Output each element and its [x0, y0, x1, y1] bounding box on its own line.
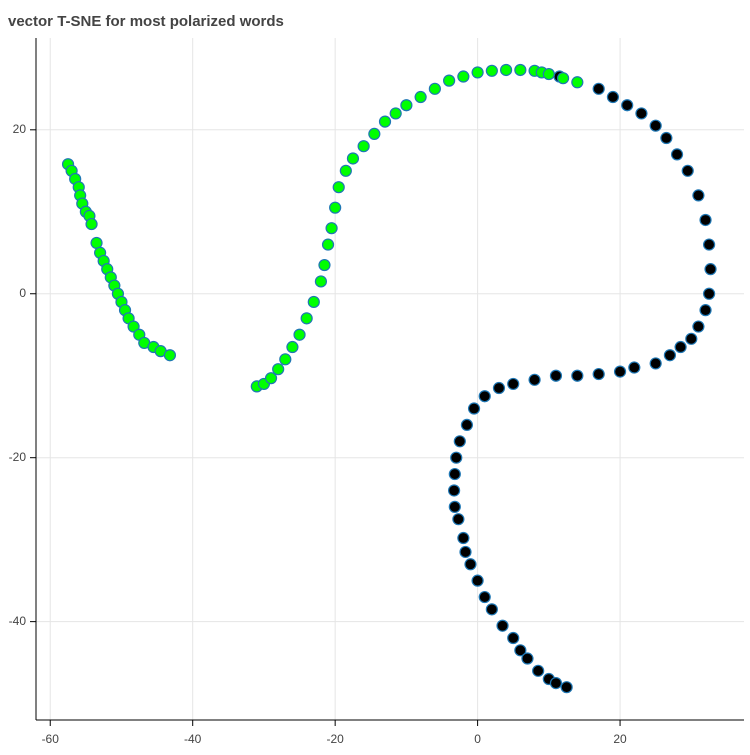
point [692, 189, 705, 202]
x-tick-label: -60 [42, 732, 60, 746]
point [325, 222, 338, 235]
point [286, 340, 299, 354]
point [85, 217, 98, 231]
point [532, 664, 545, 677]
point [378, 115, 392, 128]
point [471, 574, 484, 587]
point [660, 131, 673, 145]
point [621, 99, 634, 112]
x-tick-label: -40 [184, 732, 202, 746]
x-tick-label: -20 [326, 732, 344, 746]
point [542, 67, 555, 81]
point [332, 181, 345, 194]
point [692, 320, 705, 333]
x-tick-label: 0 [474, 732, 481, 746]
point [400, 99, 413, 112]
point [318, 258, 331, 272]
point [448, 500, 461, 513]
y-tick-label: -40 [9, 614, 27, 628]
point [685, 332, 698, 345]
point [649, 119, 662, 132]
point [264, 372, 278, 385]
point [389, 107, 402, 120]
point [127, 320, 140, 333]
point [699, 304, 712, 317]
point [464, 558, 477, 571]
point [339, 164, 352, 177]
point [450, 451, 463, 464]
point [448, 467, 461, 481]
point [457, 70, 470, 83]
point [496, 619, 509, 632]
y-tick-label: 20 [13, 122, 27, 136]
point [613, 365, 627, 378]
point [500, 63, 513, 77]
point [346, 152, 360, 165]
point [521, 652, 534, 665]
point [357, 140, 370, 153]
point [452, 513, 465, 526]
point [163, 349, 177, 362]
point [571, 76, 584, 89]
point [321, 238, 335, 251]
point [307, 295, 320, 309]
point [549, 369, 563, 382]
chart-title: vector T-SNE for most polarized words [8, 13, 284, 30]
point [592, 82, 605, 95]
point [492, 381, 506, 395]
point [649, 357, 662, 370]
point [674, 340, 687, 354]
point [478, 590, 491, 604]
point [478, 390, 491, 403]
point [300, 312, 313, 325]
point [314, 275, 328, 288]
x-tick-label: 20 [613, 732, 627, 746]
point [453, 435, 466, 448]
point [414, 90, 427, 104]
point [507, 631, 520, 645]
point [670, 148, 684, 161]
point [471, 66, 484, 79]
y-tick-label: 0 [19, 286, 26, 300]
point [485, 603, 498, 616]
point [457, 531, 470, 545]
point [293, 328, 306, 341]
point [702, 287, 716, 300]
point [702, 238, 716, 251]
point [428, 82, 441, 95]
point [635, 107, 648, 120]
point [514, 644, 527, 657]
point [448, 484, 461, 497]
point [507, 377, 520, 391]
point [592, 367, 605, 381]
point [279, 353, 292, 366]
point [514, 63, 527, 77]
point [443, 74, 456, 87]
point [560, 681, 573, 694]
point [663, 349, 677, 362]
point [704, 263, 717, 276]
point [556, 72, 570, 85]
point [606, 90, 620, 104]
point [459, 545, 472, 559]
point [528, 373, 541, 386]
point [329, 201, 342, 214]
point [467, 402, 481, 415]
point [549, 677, 563, 690]
point [628, 361, 641, 374]
point [272, 363, 285, 376]
point [460, 418, 474, 432]
y-tick-label: -20 [9, 450, 27, 464]
point [699, 213, 712, 227]
point [368, 127, 381, 141]
point [681, 164, 694, 177]
point [571, 369, 584, 382]
point [485, 64, 498, 77]
